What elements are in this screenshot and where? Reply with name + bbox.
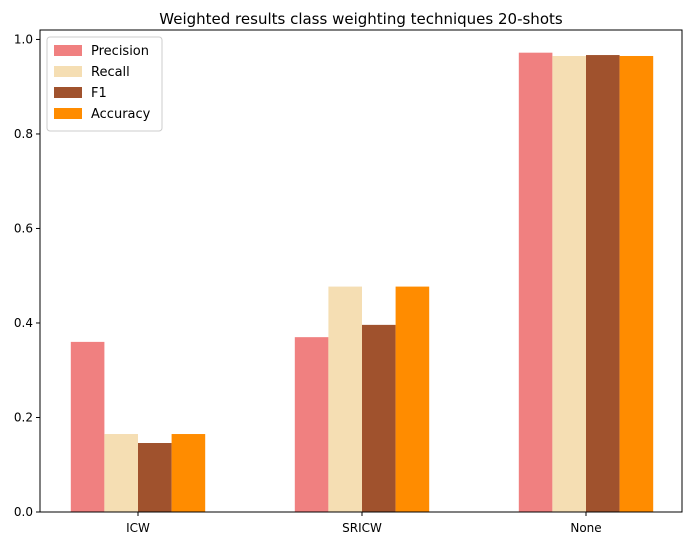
- y-tick-label: 1.0: [14, 32, 33, 46]
- bar-accuracy-none: [619, 55, 654, 513]
- legend-box: [46, 36, 163, 132]
- y-axis: 0.0 0.2 0.4 0.6 0.8 1.0: [14, 32, 40, 519]
- plot-frame: [39, 29, 683, 513]
- legend-label-accuracy: Accuracy: [91, 107, 151, 122]
- legend: Precision Recall F1 Accuracy: [46, 36, 163, 132]
- bar-precision-none: [518, 52, 553, 513]
- chart-title: Weighted results class weighting techniq…: [159, 10, 563, 28]
- bar-f1-sricw: [362, 324, 396, 512]
- bar-recall-sricw: [328, 286, 362, 512]
- x-tick-label: SRICW: [342, 521, 382, 535]
- y-tick-label: 0.6: [14, 221, 33, 235]
- bar-precision-sricw: [294, 337, 329, 512]
- y-tick-label: 0.4: [14, 316, 33, 330]
- legend-swatch-precision: [54, 45, 82, 56]
- bar-accuracy-sricw: [395, 286, 430, 512]
- legend-label-precision: Precision: [91, 44, 149, 59]
- legend-label-recall: Recall: [91, 65, 130, 80]
- x-tick-label: None: [570, 521, 601, 535]
- bar-recall-icw: [104, 434, 138, 512]
- bar-f1-none: [586, 55, 620, 513]
- legend-label-f1: F1: [91, 86, 107, 101]
- legend-swatch-recall: [54, 66, 82, 77]
- legend-swatch-accuracy: [54, 108, 82, 119]
- bar-recall-none: [552, 55, 586, 513]
- y-tick-label: 0.0: [14, 505, 33, 519]
- x-tick-label: ICW: [126, 521, 150, 535]
- bar-accuracy-icw: [171, 434, 206, 512]
- legend-swatch-f1: [54, 87, 82, 98]
- bar-precision-icw: [70, 341, 105, 512]
- y-tick-label: 0.8: [14, 127, 33, 141]
- bar-f1-icw: [138, 443, 172, 512]
- bars-group: [70, 52, 654, 513]
- y-tick-label: 0.2: [14, 410, 33, 424]
- x-axis: ICW SRICW None: [126, 512, 602, 535]
